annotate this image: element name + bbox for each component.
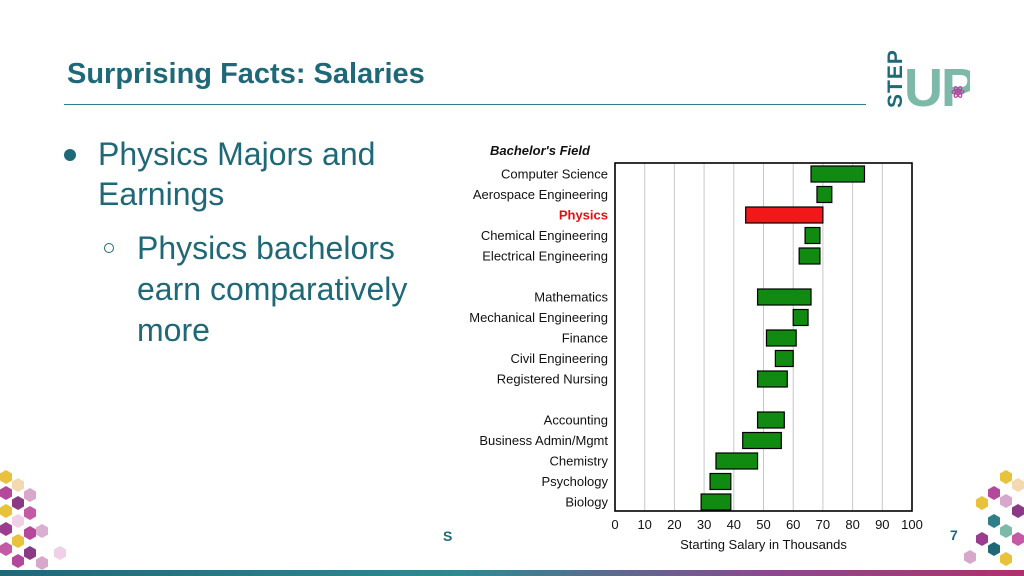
category-label: Registered Nursing [497,372,608,387]
category-label: Aerospace Engineering [473,187,608,202]
bar [742,431,782,450]
category-label: Physics [559,208,608,223]
bar [804,226,821,245]
slide-title: Surprising Facts: Salaries [67,58,425,90]
bar [756,370,788,388]
category-label: Accounting [544,413,608,428]
x-tick-label: 60 [786,517,800,532]
bar [798,247,821,265]
category-label: Biology [565,495,608,510]
category-label: Civil Engineering [510,351,608,366]
hexagon-icon [964,470,1024,566]
category-label: Chemistry [549,454,608,469]
x-tick-label: 50 [756,517,770,532]
category-label: Chemical Engineering [481,228,608,243]
bullet-text-level2: Physics bachelors earn comparatively mor… [137,230,408,348]
hexagon-pattern-left [0,470,66,570]
bar [756,411,785,429]
bullet-text-level1: Physics Majors and Earnings [98,136,376,212]
x-tick-label: 70 [816,517,830,532]
x-tick-label: 20 [667,517,681,532]
category-label: Finance [562,331,608,346]
atom-icon [951,86,965,98]
x-tick-label: 40 [727,517,741,532]
bullet-ring-icon [104,243,114,253]
x-tick-label: 80 [845,517,859,532]
x-tick-label: 100 [901,517,923,532]
bar [765,329,797,347]
bottom-accent-bar [0,570,1024,576]
category-label: Psychology [542,474,609,489]
title-divider [64,104,866,105]
plot-frame [614,162,913,512]
x-tick-label: 30 [697,517,711,532]
category-header: Bachelor's Field [490,143,591,158]
stepup-logo: STEP UP [884,49,970,112]
logo-step-text: STEP [884,49,907,108]
bullet-dot-icon [64,149,76,161]
logo-up-text: UP [904,58,970,112]
hexagon-icon [0,470,66,570]
page-number: 7 [950,527,958,543]
category-label: Business Admin/Mgmt [479,433,608,448]
footer-left-text: S [443,528,453,544]
bar [810,165,866,183]
x-tick-label: 10 [637,517,651,532]
bar [792,308,809,327]
bar [756,288,812,306]
bar [700,493,732,511]
bar [709,472,732,491]
category-label: Mathematics [534,290,608,305]
bar [745,206,824,224]
category-label: Mechanical Engineering [469,310,608,325]
hexagon-pattern-right [964,470,1024,566]
bar [774,349,794,368]
bar [816,185,833,204]
x-tick-label: 90 [875,517,889,532]
bar [715,452,759,470]
category-label: Computer Science [501,167,608,182]
x-axis-label: Starting Salary in Thousands [680,537,847,552]
category-label: Electrical Engineering [482,249,608,264]
salary-chart: Bachelor's Field Computer Science Aerospac… [469,143,923,552]
x-tick-label: 0 [611,517,618,532]
